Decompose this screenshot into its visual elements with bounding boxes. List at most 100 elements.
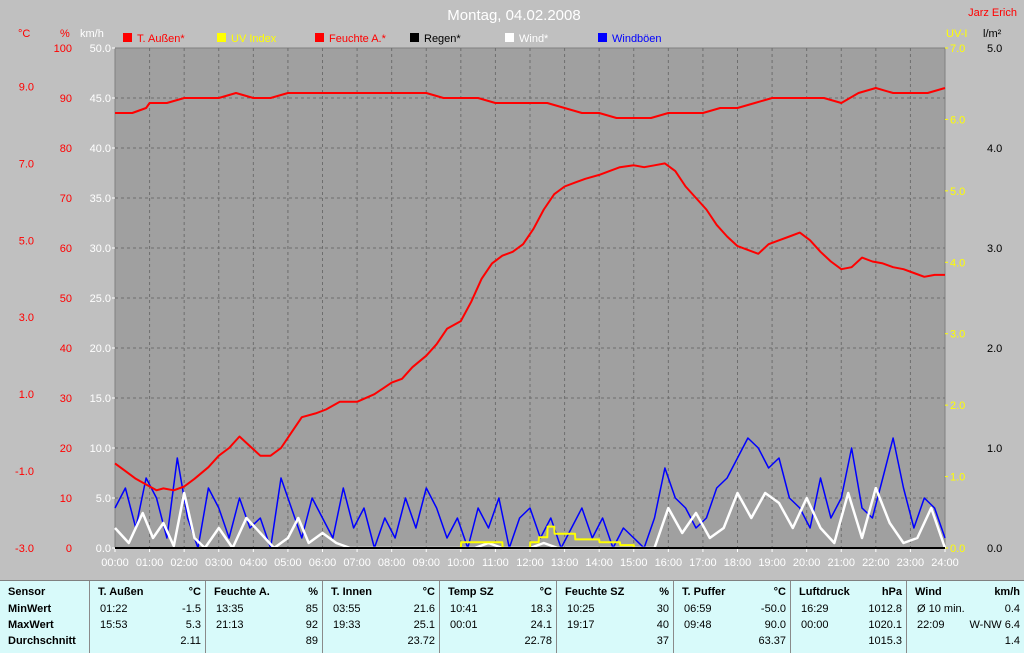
temp-tick-label: 7.0	[19, 158, 34, 170]
x-tick-label: 21:00	[827, 557, 855, 569]
stats-cell-value: 24.1	[530, 619, 552, 631]
wind-tick-label: 20.0	[90, 343, 111, 355]
stats-cell-time: 01:22	[100, 603, 128, 615]
stats-row: 06:59 -50.0	[682, 601, 786, 617]
legend-swatch	[315, 33, 324, 42]
stats-cell-value: 85	[305, 603, 318, 615]
uv-tick-label: 7.0	[950, 43, 965, 55]
stats-header-unit: %	[308, 586, 318, 598]
stats-row: 22:09 W-NW 6.4	[915, 617, 1020, 633]
stats-cell-time	[799, 633, 801, 649]
stats-row: 03:55 21.6	[331, 601, 435, 617]
stats-row: MinWert	[8, 601, 85, 617]
temp-unit-label: °C	[18, 28, 30, 40]
stats-cell-time: 21:13	[216, 619, 244, 631]
wind-tick-label: 0.0	[96, 543, 111, 555]
stats-cell-time: 10:25	[567, 603, 595, 615]
stats-row: 10:41 18.3	[448, 601, 552, 617]
stats-cell-value: 18.3	[530, 603, 552, 615]
stats-column: Feuchte SZ% 10:25 30 19:17 40 37	[557, 581, 674, 653]
humidity-tick-label: 100	[54, 43, 72, 55]
x-tick-label: 07:00	[343, 557, 371, 569]
stats-header-unit: °C	[188, 586, 201, 598]
uv-tick-label: 0.0	[950, 543, 965, 555]
stats-row: 21:13 92	[214, 617, 318, 633]
stats-header: Sensor	[8, 584, 85, 601]
uv-tick-label: 5.0	[950, 186, 965, 198]
chart-title: Montag, 04.02.2008	[447, 7, 580, 24]
wind-tick-label: 5.0	[96, 493, 111, 505]
x-tick-label: 23:00	[897, 557, 925, 569]
rain-tick-label: 1.0	[987, 443, 1002, 455]
wind-tick-label: 45.0	[90, 93, 111, 105]
stats-row: 19:17 40	[565, 617, 669, 633]
stats-cell-time	[565, 633, 567, 649]
stats-row: MaxWert	[8, 617, 85, 633]
stats-row: 89	[214, 633, 318, 649]
x-tick-label: 15:00	[620, 557, 648, 569]
stats-header: Luftdruck hPa	[799, 584, 902, 601]
x-tick-label: 05:00	[274, 557, 302, 569]
stats-row: Durchschnitt	[8, 633, 85, 649]
stats-row: 22.78	[448, 633, 552, 649]
x-tick-label: 17:00	[689, 557, 717, 569]
stats-cell-time	[915, 633, 917, 649]
x-tick-label: 09:00	[412, 557, 440, 569]
stats-column: Sensor MinWert MaxWert Durchschnitt	[0, 581, 90, 653]
stats-cell-time: 03:55	[333, 603, 361, 615]
x-tick-label: 10:00	[447, 557, 475, 569]
stats-header-name: Wind	[915, 586, 942, 598]
humidity-tick-label: 30	[60, 393, 72, 405]
stats-header: Temp SZ °C	[448, 584, 552, 601]
stats-cell-value: W-NW 6.4	[969, 619, 1020, 631]
stats-header-name: Temp SZ	[448, 586, 494, 598]
humidity-tick-label: 80	[60, 143, 72, 155]
stats-column: Wind km/h Ø 10 min. 0.4 22:09 W-NW 6.4 1.4	[907, 581, 1024, 653]
stats-row: 15:53 5.3	[98, 617, 201, 633]
stats-row: 13:35 85	[214, 601, 318, 617]
legend-swatch	[505, 33, 514, 42]
x-tick-label: 16:00	[655, 557, 683, 569]
legend-label: Feuchte A.*	[329, 33, 387, 45]
rain-unit-label: l/m²	[983, 28, 1002, 40]
stats-cell-time: 13:35	[216, 603, 244, 615]
temp-tick-label: 3.0	[19, 312, 34, 324]
stats-cell-time: 22:09	[917, 619, 945, 631]
wind-tick-label: 35.0	[90, 193, 111, 205]
series-layer	[114, 87, 947, 550]
stats-cell-value: 1015.3	[868, 635, 902, 647]
x-tick-label: 06:00	[309, 557, 337, 569]
x-tick-label: 02:00	[170, 557, 198, 569]
x-tick-label: 12:00	[516, 557, 544, 569]
legend-swatch	[123, 33, 132, 42]
stats-cell-time: MaxWert	[8, 619, 54, 631]
stats-cell-value: 5.3	[185, 619, 201, 631]
author-label: Jarz Erich	[968, 7, 1017, 19]
x-tick-label: 20:00	[793, 557, 821, 569]
stats-cell-value: -1.5	[182, 603, 201, 615]
wind-tick-label: 25.0	[90, 293, 111, 305]
stats-row: 1015.3	[799, 633, 902, 649]
stats-column: T. Innen °C 03:55 21.6 19:33 25.1 23.72	[323, 581, 440, 653]
temp-tick-label: 9.0	[19, 81, 34, 93]
humidity-tick-label: 0	[66, 543, 72, 555]
stats-header-unit: hPa	[881, 586, 902, 598]
humidity-tick-label: 20	[60, 443, 72, 455]
stats-column: T. Außen °C 01:22 -1.5 15:53 5.3 2.11	[90, 581, 206, 653]
rain-tick-label: 3.0	[987, 243, 1002, 255]
x-tick-label: 00:00	[101, 557, 129, 569]
stats-row: 63.37	[682, 633, 786, 649]
stats-cell-value: 63.37	[758, 635, 786, 647]
series-line-t-au-en	[114, 162, 945, 492]
stats-column: Luftdruck hPa 16:29 1012.8 00:00 1020.1 1015.3	[791, 581, 907, 653]
stats-row: 01:22 -1.5	[98, 601, 201, 617]
temp-tick-label: -3.0	[15, 543, 34, 555]
stats-cell-value: 37	[656, 635, 669, 647]
stats-cell-value: 1012.8	[868, 603, 902, 615]
stats-cell-time: 00:01	[450, 619, 478, 631]
legend: T. Außen* UV Index Feuchte A.* Regen* Wind* W…	[123, 33, 662, 45]
stats-row: 19:33 25.1	[331, 617, 435, 633]
stats-header-name: Sensor	[8, 586, 46, 598]
stats-cell-time	[682, 633, 684, 649]
x-tick-label: 22:00	[862, 557, 890, 569]
